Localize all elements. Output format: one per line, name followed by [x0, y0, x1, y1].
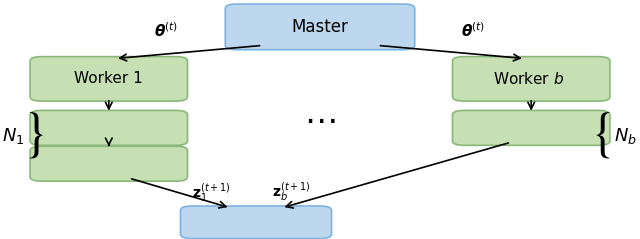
FancyBboxPatch shape	[225, 4, 415, 50]
FancyBboxPatch shape	[30, 57, 188, 101]
Text: $\mathbf{z}_b^{(t+1)}$: $\mathbf{z}_b^{(t+1)}$	[272, 181, 310, 204]
FancyBboxPatch shape	[30, 146, 188, 181]
FancyBboxPatch shape	[452, 57, 610, 101]
Text: Worker 1: Worker 1	[74, 71, 143, 86]
Text: $N_b$: $N_b$	[614, 126, 637, 146]
Text: Worker $b$: Worker $b$	[493, 71, 563, 87]
Text: {: {	[591, 112, 616, 161]
Text: $\boldsymbol{\theta}^{(t)}$: $\boldsymbol{\theta}^{(t)}$	[154, 22, 179, 40]
FancyBboxPatch shape	[452, 110, 610, 145]
FancyBboxPatch shape	[30, 110, 188, 145]
Text: $\cdots$: $\cdots$	[304, 103, 336, 136]
Text: $\mathbf{z}_1^{(t+1)}$: $\mathbf{z}_1^{(t+1)}$	[192, 181, 230, 204]
FancyBboxPatch shape	[180, 206, 332, 239]
Text: }: }	[22, 112, 48, 161]
Text: $\boldsymbol{\theta}^{(t)}$: $\boldsymbol{\theta}^{(t)}$	[461, 22, 486, 40]
Text: Master: Master	[292, 18, 348, 36]
Text: $N_1$: $N_1$	[2, 126, 24, 146]
